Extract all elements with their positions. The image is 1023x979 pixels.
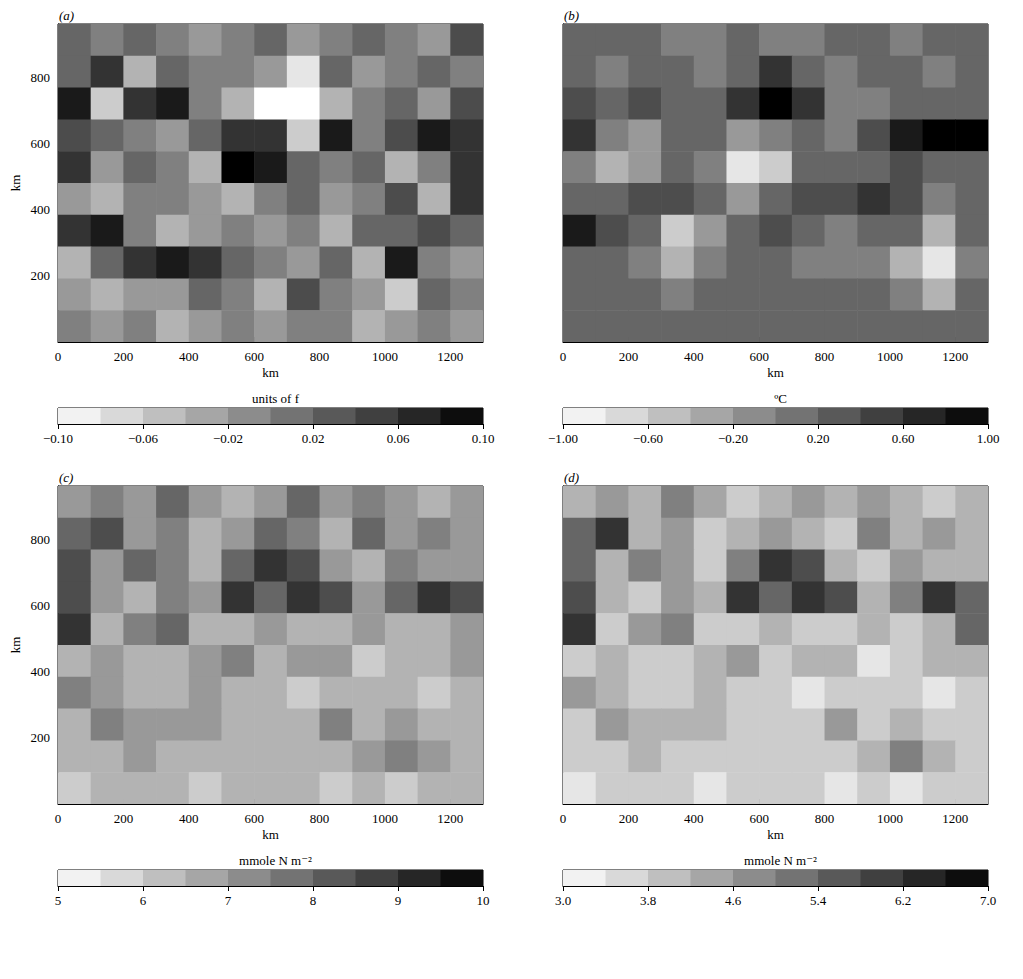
svg-text:−0.02: −0.02 — [213, 431, 243, 446]
svg-text:0.20: 0.20 — [807, 431, 830, 446]
svg-text:1200: 1200 — [942, 349, 968, 364]
svg-text:−0.06: −0.06 — [128, 431, 159, 446]
svg-text:mmole N m⁻²: mmole N m⁻² — [744, 853, 817, 868]
svg-text:0: 0 — [55, 349, 62, 364]
svg-text:400: 400 — [179, 349, 199, 364]
svg-text:6: 6 — [140, 893, 147, 908]
svg-text:km: km — [8, 175, 23, 192]
svg-text:units of f: units of f — [252, 391, 300, 406]
svg-text:7.0: 7.0 — [980, 893, 996, 908]
svg-text:400: 400 — [684, 811, 704, 826]
svg-text:(b): (b) — [564, 8, 579, 23]
svg-text:1200: 1200 — [942, 811, 968, 826]
svg-text:800: 800 — [31, 532, 51, 547]
svg-text:mmole N m⁻²: mmole N m⁻² — [239, 853, 312, 868]
svg-text:6.2: 6.2 — [895, 893, 911, 908]
svg-text:800: 800 — [310, 349, 330, 364]
svg-text:0.10: 0.10 — [472, 431, 495, 446]
svg-text:1000: 1000 — [877, 349, 903, 364]
svg-text:800: 800 — [815, 811, 835, 826]
svg-text:(d): (d) — [564, 470, 579, 485]
svg-text:400: 400 — [31, 664, 51, 679]
svg-text:1000: 1000 — [877, 811, 903, 826]
svg-text:200: 200 — [114, 349, 134, 364]
svg-text:ºC: ºC — [774, 391, 787, 406]
svg-text:800: 800 — [31, 70, 51, 85]
svg-text:(a): (a) — [59, 8, 74, 23]
svg-text:1.00: 1.00 — [977, 431, 1000, 446]
svg-text:4.6: 4.6 — [725, 893, 742, 908]
svg-text:1000: 1000 — [372, 811, 398, 826]
svg-text:km: km — [767, 827, 784, 842]
svg-text:400: 400 — [179, 811, 199, 826]
svg-text:200: 200 — [619, 811, 639, 826]
svg-text:8: 8 — [310, 893, 317, 908]
svg-text:(c): (c) — [59, 470, 73, 485]
svg-text:200: 200 — [31, 268, 51, 283]
svg-text:1200: 1200 — [437, 349, 463, 364]
svg-text:600: 600 — [31, 136, 51, 151]
svg-text:10: 10 — [477, 893, 490, 908]
svg-text:−0.60: −0.60 — [633, 431, 663, 446]
svg-text:km: km — [8, 637, 23, 654]
svg-text:600: 600 — [244, 349, 264, 364]
svg-text:5: 5 — [55, 893, 62, 908]
svg-text:0: 0 — [560, 811, 567, 826]
svg-text:km: km — [262, 827, 279, 842]
svg-text:600: 600 — [749, 349, 769, 364]
svg-text:0.60: 0.60 — [892, 431, 915, 446]
svg-text:400: 400 — [31, 202, 51, 217]
svg-text:200: 200 — [31, 730, 51, 745]
svg-text:600: 600 — [749, 811, 769, 826]
svg-text:0: 0 — [55, 811, 62, 826]
svg-text:9: 9 — [395, 893, 402, 908]
svg-text:1200: 1200 — [437, 811, 463, 826]
svg-text:−0.10: −0.10 — [43, 431, 73, 446]
svg-text:km: km — [767, 365, 784, 380]
svg-text:3.8: 3.8 — [640, 893, 656, 908]
svg-text:−1.00: −1.00 — [548, 431, 578, 446]
svg-text:600: 600 — [31, 598, 51, 613]
svg-text:400: 400 — [684, 349, 704, 364]
svg-text:800: 800 — [310, 811, 330, 826]
svg-text:1000: 1000 — [372, 349, 398, 364]
svg-text:600: 600 — [244, 811, 264, 826]
svg-text:0.06: 0.06 — [387, 431, 410, 446]
svg-text:200: 200 — [114, 811, 134, 826]
svg-text:5.4: 5.4 — [810, 893, 827, 908]
svg-text:200: 200 — [619, 349, 639, 364]
svg-text:7: 7 — [225, 893, 232, 908]
svg-text:km: km — [262, 365, 279, 380]
svg-text:0: 0 — [560, 349, 567, 364]
svg-text:−0.20: −0.20 — [718, 431, 748, 446]
svg-text:0.02: 0.02 — [302, 431, 325, 446]
svg-text:800: 800 — [815, 349, 835, 364]
svg-text:3.0: 3.0 — [555, 893, 571, 908]
